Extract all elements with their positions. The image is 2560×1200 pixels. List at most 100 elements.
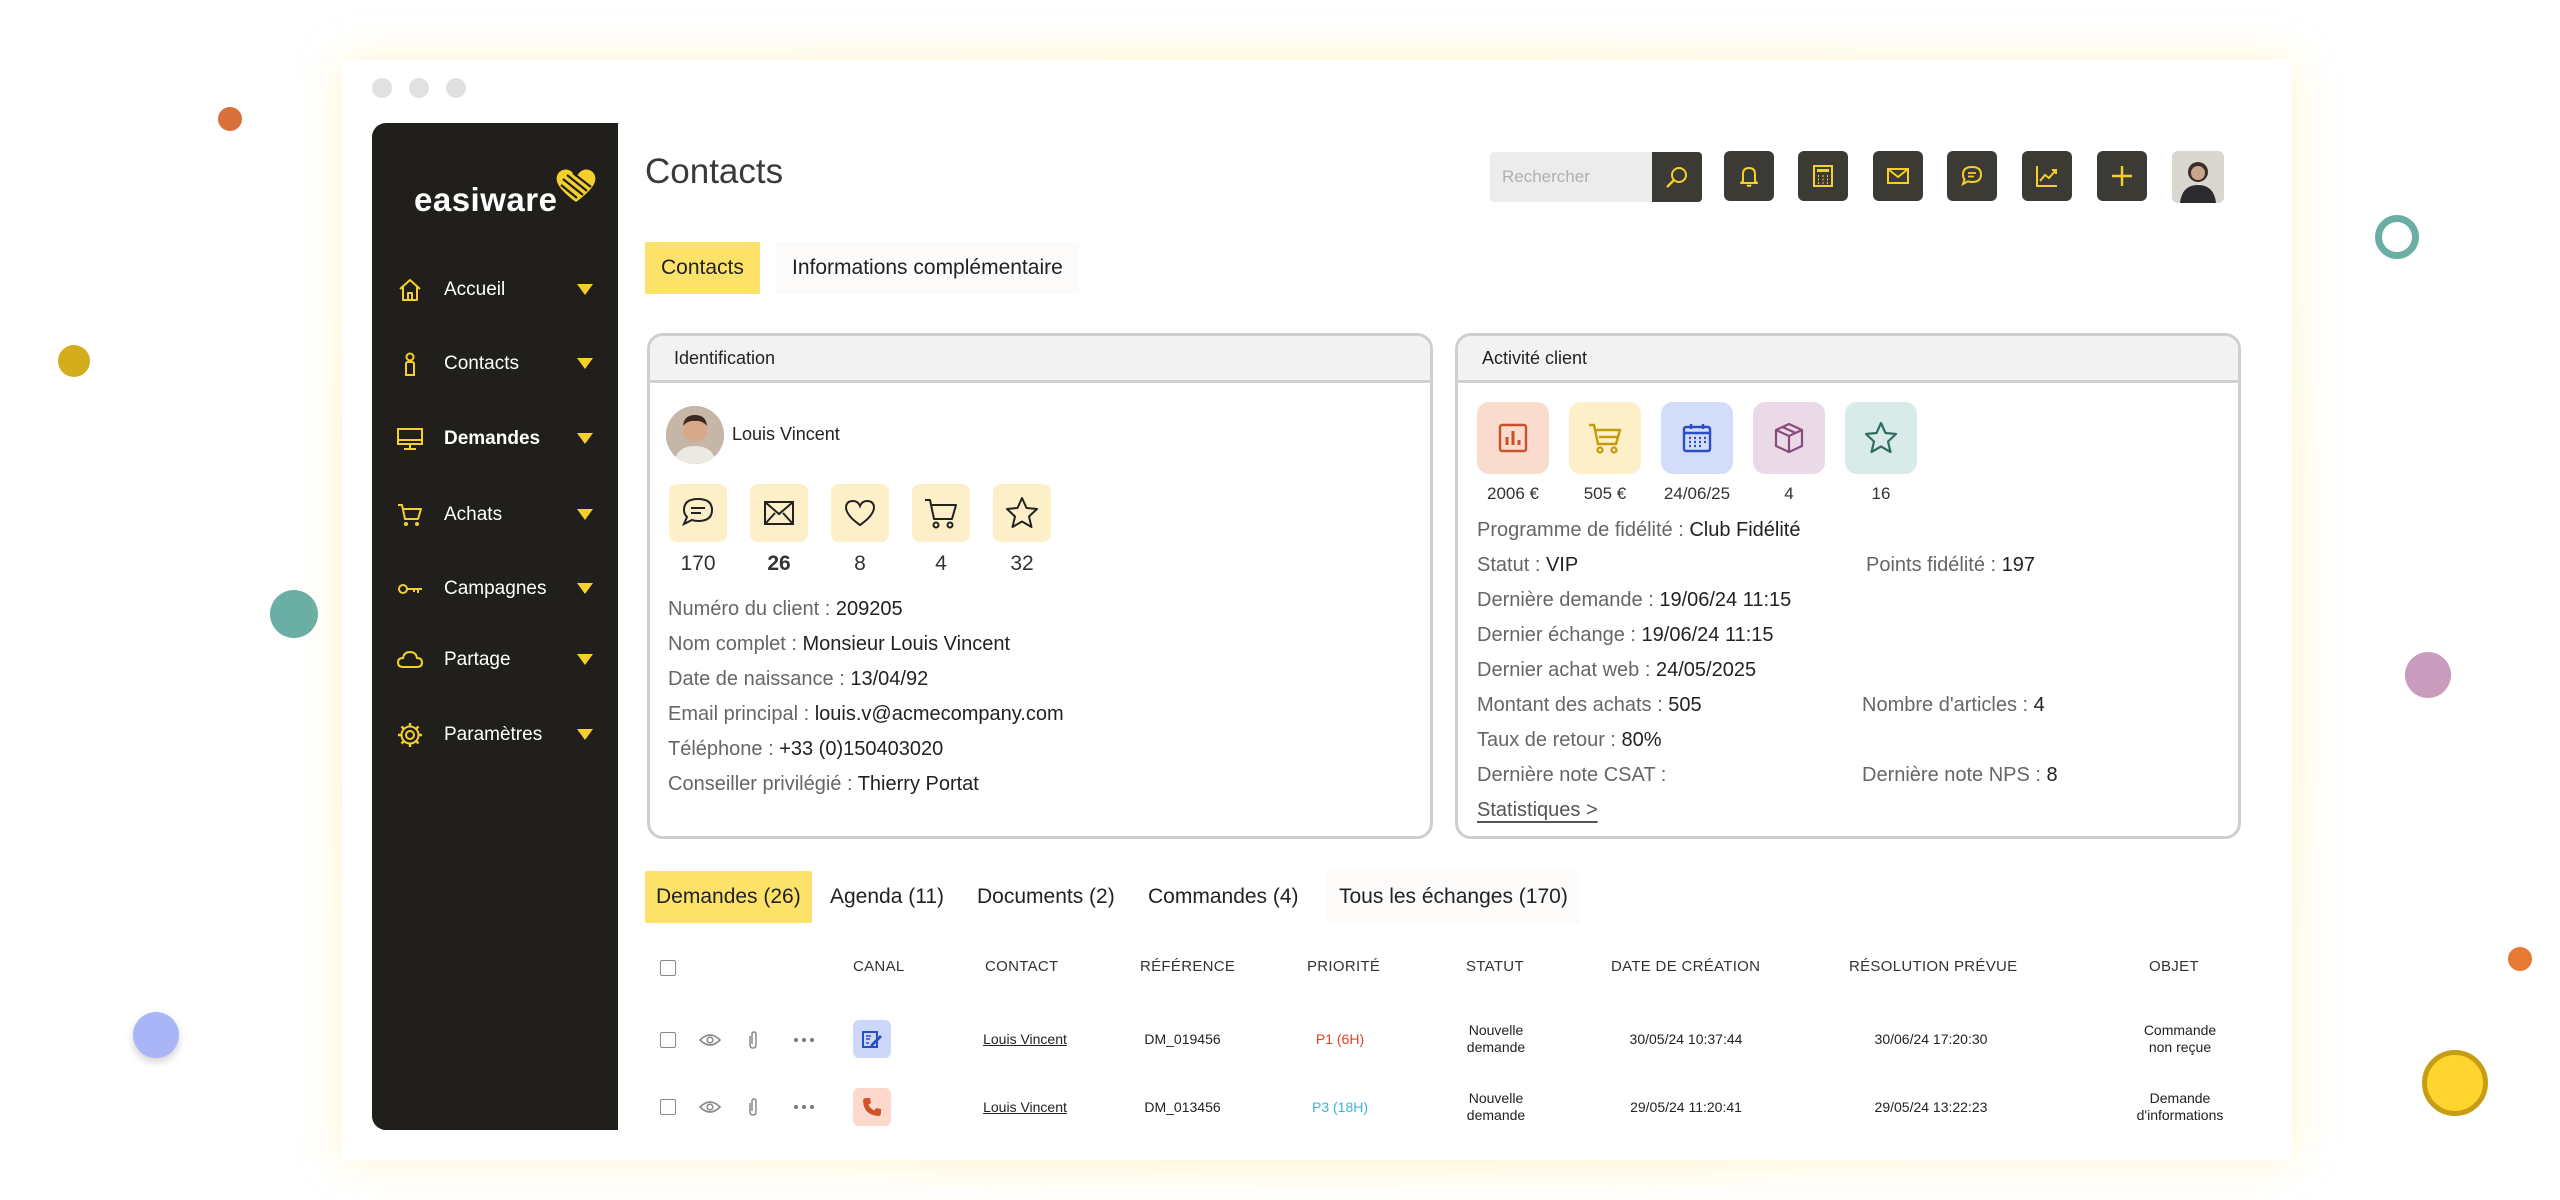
user-avatar[interactable]: [2172, 151, 2224, 203]
decor-dot: [2508, 947, 2532, 971]
calendar-icon: [1682, 424, 1712, 453]
view-icon[interactable]: [698, 1097, 722, 1117]
tab-commandes[interactable]: Commandes (4): [1148, 885, 1299, 908]
row-status: Nouvelle demande: [1466, 1090, 1526, 1123]
chevron-down-icon: [577, 654, 593, 665]
sidebar-item-label: Achats: [444, 504, 503, 525]
column-header-resolution[interactable]: RÉSOLUTION PRÉVUE: [1849, 958, 2018, 975]
mail-button[interactable]: [1873, 151, 1923, 201]
search-input[interactable]: [1490, 152, 1652, 202]
sidebar-item-campagnes[interactable]: Campagnes: [372, 567, 618, 611]
user-avatar-image: [2172, 151, 2224, 203]
column-header-date-creation[interactable]: DATE DE CRÉATION: [1611, 958, 1761, 975]
column-header-statut[interactable]: STATUT: [1466, 958, 1524, 975]
decor-dot: [58, 345, 90, 377]
notifications-button[interactable]: [1724, 151, 1774, 201]
sidebar: easiware Accueil Contacts Demandes: [372, 123, 618, 1130]
revenue-tile[interactable]: [1477, 402, 1549, 474]
sidebar-item-demandes[interactable]: Demandes: [372, 417, 618, 461]
last-date-tile[interactable]: [1661, 402, 1733, 474]
row-subject: Commande non reçue: [2143, 1022, 2217, 1055]
panel-title: Identification: [650, 336, 1430, 383]
analytics-button[interactable]: [2022, 151, 2072, 201]
tile-value: 4: [1784, 484, 1794, 503]
row-checkbox[interactable]: [660, 1032, 676, 1048]
calculator-button[interactable]: [1798, 151, 1848, 201]
tile-value: 24/06/25: [1663, 484, 1731, 503]
purchases-tile[interactable]: [1569, 402, 1641, 474]
select-all-checkbox[interactable]: [660, 960, 676, 976]
decor-dot: [270, 590, 318, 638]
tile-value: 16: [1871, 484, 1891, 503]
mail-icon: [1887, 168, 1909, 184]
row-priority: P3 (18H): [1311, 1099, 1369, 1115]
decor-dot: [133, 1012, 179, 1058]
tile-value: 2006 €: [1487, 484, 1539, 503]
purchase-amount-field: Montant des achats : 505: [1477, 694, 1702, 716]
column-header-reference[interactable]: RÉFÉRENCE: [1140, 958, 1236, 975]
rating-stat[interactable]: [993, 484, 1051, 542]
row-due: 29/05/24 13:22:23: [1874, 1099, 1988, 1115]
heart-logo-icon: [557, 169, 596, 202]
more-options-icon[interactable]: [792, 1030, 816, 1050]
items-tile[interactable]: [1753, 402, 1825, 474]
tab-informations[interactable]: Informations complémentaire: [776, 242, 1079, 294]
cloud-icon: [396, 646, 424, 674]
birth-date-field: Date de naissance : 13/04/92: [668, 668, 929, 690]
row-contact-link[interactable]: Louis Vincent: [983, 1031, 1067, 1047]
window-dot[interactable]: [372, 78, 392, 98]
favorites-stat[interactable]: [831, 484, 889, 542]
chat-button[interactable]: [1947, 151, 1997, 201]
column-header-objet[interactable]: OBJET: [2149, 958, 2199, 975]
attachment-icon[interactable]: [744, 1097, 762, 1117]
phone-icon: [853, 1088, 891, 1126]
row-checkbox[interactable]: [660, 1099, 676, 1115]
more-options-icon[interactable]: [792, 1097, 816, 1117]
window-dot[interactable]: [409, 78, 429, 98]
home-icon: [396, 276, 424, 304]
loyalty-tile[interactable]: [1845, 402, 1917, 474]
phone-field: Téléphone : +33 (0)150403020: [668, 738, 944, 760]
chevron-down-icon: [577, 583, 593, 594]
last-request-field: Dernière demande : 19/06/24 11:15: [1477, 589, 1792, 611]
column-header-canal[interactable]: CANAL: [853, 958, 905, 975]
sidebar-item-partage[interactable]: Partage: [372, 638, 618, 682]
sidebar-item-contacts[interactable]: Contacts: [372, 342, 618, 386]
tile-value: 505 €: [1583, 484, 1627, 503]
sidebar-item-label: Campagnes: [444, 578, 547, 599]
attachment-icon[interactable]: [744, 1030, 762, 1050]
tab-documents[interactable]: Documents (2): [977, 885, 1115, 908]
orders-stat[interactable]: [912, 484, 970, 542]
sidebar-item-parametres[interactable]: Paramètres: [372, 713, 618, 757]
tab-agenda[interactable]: Agenda (11): [830, 885, 945, 908]
stat-value: 32: [1010, 552, 1034, 575]
view-icon[interactable]: [698, 1030, 722, 1050]
chat-icon: [682, 497, 714, 527]
search-icon: [1666, 167, 1687, 188]
sidebar-item-label: Accueil: [444, 279, 506, 300]
activity-panel: Activité client 2006 € 505 € 24/06/25 4 …: [1455, 333, 2241, 839]
emails-stat[interactable]: [750, 484, 808, 542]
sidebar-item-accueil[interactable]: Accueil: [372, 268, 618, 312]
column-header-contact[interactable]: CONTACT: [985, 958, 1059, 975]
search-button[interactable]: [1652, 152, 1702, 202]
bell-icon: [1740, 167, 1758, 187]
tab-contacts[interactable]: Contacts: [645, 242, 760, 294]
column-header-priorite[interactable]: PRIORITÉ: [1307, 958, 1381, 975]
contact-name: Louis Vincent: [732, 424, 840, 444]
messages-stat[interactable]: [669, 484, 727, 542]
row-contact-link[interactable]: Louis Vincent: [983, 1099, 1067, 1115]
logo[interactable]: easiware: [414, 165, 599, 219]
tab-tous-echanges[interactable]: Tous les échanges (170): [1327, 871, 1580, 923]
statistics-link[interactable]: Statistiques >: [1477, 799, 1598, 821]
return-rate-field: Taux de retour : 80%: [1477, 729, 1662, 751]
row-status: Nouvelle demande: [1466, 1022, 1526, 1055]
tab-demandes[interactable]: Demandes (26): [645, 871, 812, 923]
box-icon: [1774, 422, 1804, 454]
sidebar-item-achats[interactable]: Achats: [372, 493, 618, 537]
plus-icon: [2112, 166, 2132, 186]
window-dot[interactable]: [446, 78, 466, 98]
add-button[interactable]: [2097, 151, 2147, 201]
chevron-down-icon: [577, 358, 593, 369]
panel-title: Activité client: [1458, 336, 2238, 383]
